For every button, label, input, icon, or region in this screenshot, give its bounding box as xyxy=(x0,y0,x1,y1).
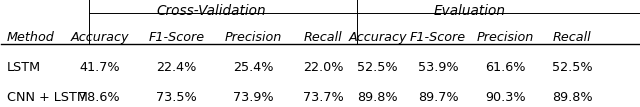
Text: Accuracy: Accuracy xyxy=(70,31,129,44)
Text: 89.8%: 89.8% xyxy=(357,91,398,104)
Text: 73.9%: 73.9% xyxy=(232,91,273,104)
Text: 73.7%: 73.7% xyxy=(303,91,344,104)
Text: Recall: Recall xyxy=(553,31,591,44)
Text: 89.7%: 89.7% xyxy=(418,91,458,104)
Text: CNN + LSTM: CNN + LSTM xyxy=(7,91,88,104)
Text: 22.4%: 22.4% xyxy=(156,61,196,74)
Text: Evaluation: Evaluation xyxy=(434,4,506,18)
Text: Method: Method xyxy=(7,31,55,44)
Text: 53.9%: 53.9% xyxy=(418,61,458,74)
Text: 90.3%: 90.3% xyxy=(485,91,525,104)
Text: 22.0%: 22.0% xyxy=(303,61,344,74)
Text: Cross-Validation: Cross-Validation xyxy=(157,4,266,18)
Text: 73.5%: 73.5% xyxy=(156,91,196,104)
Text: 78.6%: 78.6% xyxy=(79,91,120,104)
Text: 41.7%: 41.7% xyxy=(79,61,120,74)
Text: 89.8%: 89.8% xyxy=(552,91,593,104)
Text: LSTM: LSTM xyxy=(7,61,41,74)
Text: 61.6%: 61.6% xyxy=(485,61,525,74)
Text: 52.5%: 52.5% xyxy=(357,61,398,74)
Text: Precision: Precision xyxy=(224,31,282,44)
Text: Recall: Recall xyxy=(304,31,342,44)
Text: F1-Score: F1-Score xyxy=(148,31,204,44)
Text: 52.5%: 52.5% xyxy=(552,61,593,74)
Text: 25.4%: 25.4% xyxy=(233,61,273,74)
Text: F1-Score: F1-Score xyxy=(410,31,466,44)
Text: Accuracy: Accuracy xyxy=(348,31,407,44)
Text: Precision: Precision xyxy=(477,31,534,44)
